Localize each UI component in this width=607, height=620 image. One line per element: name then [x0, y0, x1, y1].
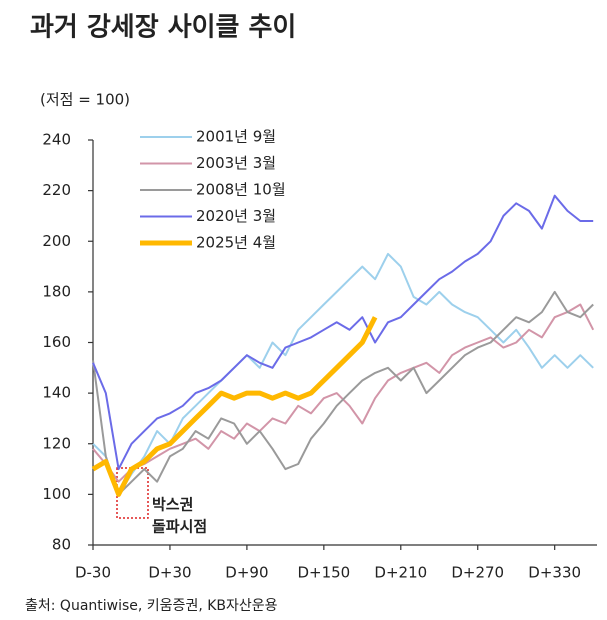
x-tick-label: D-30: [75, 564, 111, 582]
y-tick-label: 140: [42, 384, 71, 402]
series-line: [92, 194, 594, 471]
annotation: 박스권: [152, 496, 193, 514]
x-tick-label: D+150: [297, 564, 350, 582]
x-tick-label: D+330: [528, 564, 581, 582]
legend-label: 2008년 10월: [196, 181, 286, 199]
y-tick-label: 100: [42, 485, 71, 503]
y-tick-label: 200: [42, 232, 71, 250]
x-tick-label: D+210: [374, 564, 427, 582]
legend-label: 2020년 3월: [196, 207, 276, 225]
y-tick-label: 220: [42, 181, 71, 199]
annotation: 돌파시점: [152, 518, 207, 536]
legend-label: 2001년 9월: [196, 128, 276, 146]
series-line: [92, 290, 594, 496]
y-tick-label: 180: [42, 282, 71, 300]
x-tick-label: D+90: [225, 564, 268, 582]
y-tick-label: 120: [42, 434, 71, 452]
legend-label: 2025년 4월: [196, 234, 276, 252]
y-tick-label: 160: [42, 333, 71, 351]
legend-label: 2003년 3월: [196, 154, 276, 172]
x-tick-label: D+30: [148, 564, 191, 582]
y-tick-label: 80: [52, 536, 71, 554]
chart-title: 과거 강세장 사이클 추이: [30, 13, 296, 43]
source: 출처: Quantiwise, 키움증권, KB자산운용: [25, 598, 278, 614]
y-tick-label: 240: [42, 131, 71, 149]
series-line: [92, 252, 594, 496]
series-line: [91, 316, 378, 497]
y-axis-label: (저점 = 100): [40, 91, 130, 109]
x-tick-label: D+270: [451, 564, 504, 582]
